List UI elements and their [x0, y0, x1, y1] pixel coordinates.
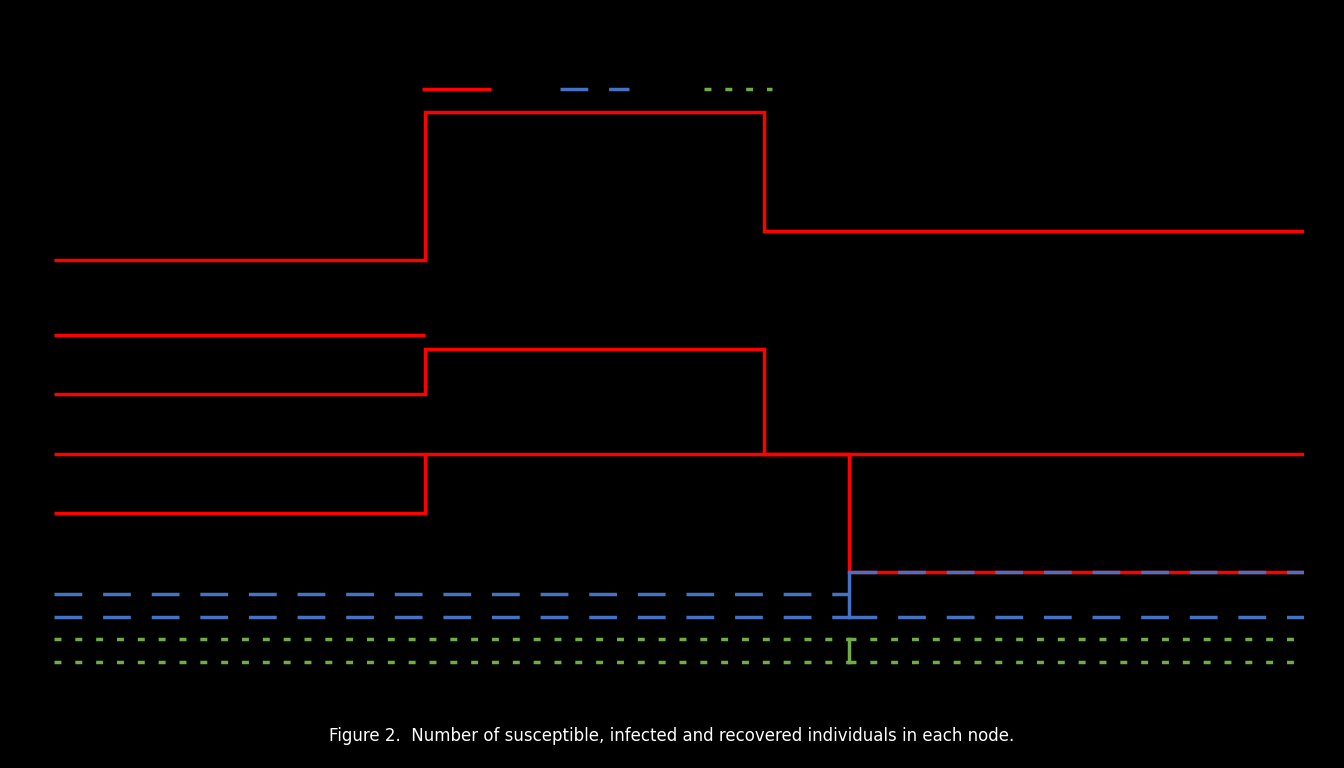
Text: Figure 2.  Number of susceptible, infected and recovered individuals in each nod: Figure 2. Number of susceptible, infecte… — [329, 727, 1015, 745]
